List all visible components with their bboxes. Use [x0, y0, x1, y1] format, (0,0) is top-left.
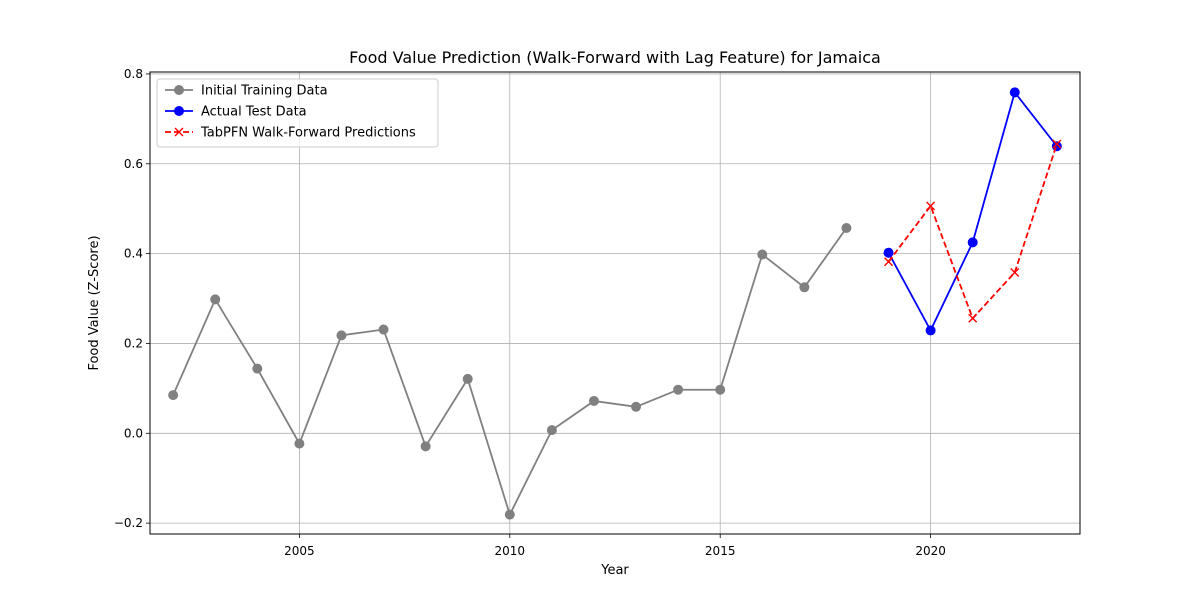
- data-point: [673, 384, 684, 395]
- x-tick-label: 2005: [284, 544, 315, 558]
- legend-label: Initial Training Data: [201, 84, 328, 99]
- y-tick-label: −0.2: [114, 516, 143, 530]
- data-point: [884, 257, 894, 267]
- data-point: [968, 313, 978, 323]
- data-point: [925, 325, 936, 336]
- legend-entry: Initial Training Data: [165, 84, 328, 99]
- data-point: [631, 401, 642, 412]
- data-point: [967, 237, 978, 248]
- legend: Initial Training Data Actual Test Data Tab…: [156, 78, 439, 148]
- legend-marker: [174, 127, 184, 137]
- x-tick-label: 2015: [705, 544, 736, 558]
- data-point: [757, 249, 768, 260]
- data-point: [210, 294, 221, 305]
- x-marker-stroke: [1010, 267, 1020, 277]
- series-initial-training-data: [168, 223, 852, 520]
- ticks: 2005 2010 2015 2020 −0.2 0.0 0.2 0.4 0.6 0.8: [114, 67, 946, 558]
- data-point: [926, 201, 936, 211]
- y-tick-label: 0.8: [124, 67, 143, 81]
- chart-title: Food Value Prediction (Walk-Forward with…: [349, 48, 881, 67]
- legend-entry: TabPFN Walk-Forward Predictions: [165, 126, 416, 141]
- series-tabpfn-walk-forward-predictions: [884, 139, 1062, 323]
- series-layer: [168, 87, 1062, 520]
- data-point: [378, 324, 389, 335]
- grid: [150, 72, 1080, 534]
- x-axis-label: Year: [600, 563, 629, 578]
- legend-marker: [174, 106, 184, 116]
- data-point: [715, 384, 726, 395]
- data-point: [420, 441, 431, 452]
- legend-marker: [174, 85, 184, 95]
- data-point: [1052, 139, 1062, 149]
- data-point: [799, 282, 810, 293]
- data-point: [588, 395, 599, 406]
- data-point: [252, 363, 263, 374]
- data-point: [504, 509, 515, 520]
- plot-frame: [149, 71, 1081, 535]
- x-marker-stroke: [968, 313, 978, 323]
- x-marker-stroke: [1052, 139, 1062, 149]
- data-point: [168, 390, 179, 401]
- y-axis-label: Food Value (Z-Score): [87, 235, 102, 370]
- legend-label: TabPFN Walk-Forward Predictions: [200, 126, 416, 141]
- x-tick-label: 2020: [915, 544, 946, 558]
- x-marker-stroke: [174, 127, 184, 137]
- legend-entry: Actual Test Data: [165, 105, 307, 120]
- legend-label: Actual Test Data: [201, 105, 307, 120]
- y-tick-label: 0.2: [124, 336, 143, 350]
- x-marker-stroke: [884, 257, 894, 267]
- data-point: [1009, 87, 1020, 98]
- data-point: [546, 425, 557, 436]
- y-tick-label: 0.6: [124, 157, 143, 171]
- x-tick-label: 2010: [495, 544, 526, 558]
- data-point: [294, 438, 305, 449]
- legend-box: [156, 78, 439, 148]
- data-point: [462, 373, 473, 384]
- y-tick-label: 0.4: [124, 247, 143, 261]
- data-point: [841, 223, 852, 234]
- data-point: [883, 247, 894, 258]
- data-point: [1010, 267, 1020, 277]
- x-marker-stroke: [926, 201, 936, 211]
- data-point: [336, 330, 347, 341]
- y-tick-label: 0.0: [124, 426, 143, 440]
